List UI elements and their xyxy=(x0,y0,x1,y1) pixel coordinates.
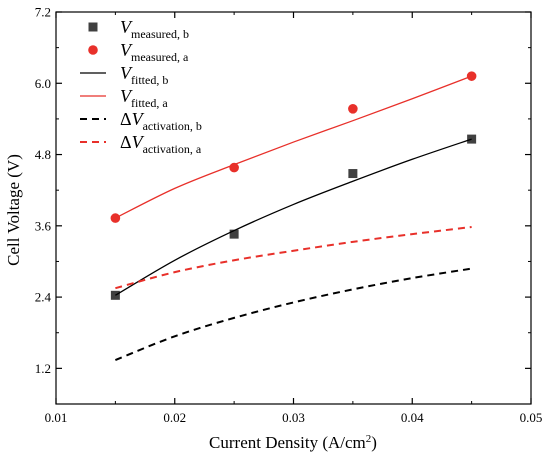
legend-label-subscript: activation, a xyxy=(143,142,202,156)
data-point-measured-b-3 xyxy=(348,169,358,179)
data-point-measured-a-3 xyxy=(348,104,358,114)
x-tick-label: 0.05 xyxy=(520,410,543,425)
plot-area xyxy=(110,71,477,361)
series-line-fitted-b xyxy=(115,138,472,296)
legend-label-subscript: measured, a xyxy=(131,50,189,64)
y-tick-label: 2.4 xyxy=(35,290,52,305)
x-axis-title-end: ) xyxy=(371,433,377,452)
axes: 0.01 0.02 0.03 0.04 0.05 1.2 2.4 3.6 4.8 6.0 7.2 xyxy=(35,5,543,426)
legend-label-main: V xyxy=(120,86,133,106)
y-tick-label: 1.2 xyxy=(35,361,51,376)
legend-marker-measured-a xyxy=(88,45,98,55)
legend-label-prefix: Δ xyxy=(120,109,132,129)
y-tick-label: 3.6 xyxy=(35,218,52,233)
legend-label-subscript: fitted, a xyxy=(131,96,168,110)
legend-label-fitted-b: Vfitted, b xyxy=(120,63,168,87)
y-axis-title: Cell Voltage (V) xyxy=(4,154,23,266)
x-axis-title-superscript: 2 xyxy=(366,433,372,445)
legend-label-fitted-a: Vfitted, a xyxy=(120,86,168,110)
legend-label-main: V xyxy=(120,40,133,60)
legend-label-main: V xyxy=(132,132,145,152)
y-tick-label: 4.8 xyxy=(35,147,51,162)
legend-label-delta-activation-a: ΔVactivation, a xyxy=(120,132,202,156)
legend-label-subscript: measured, b xyxy=(131,27,189,41)
series-line-fitted-a xyxy=(115,75,472,219)
x-tick-label: 0.02 xyxy=(163,410,186,425)
y-tick-label: 6.0 xyxy=(35,76,51,91)
legend-label-main: V xyxy=(132,109,145,129)
x-axis-title-main: Current Density (A/cm xyxy=(209,433,366,452)
legend-label-prefix: Δ xyxy=(120,132,132,152)
x-tick-label: 0.04 xyxy=(401,410,424,425)
series-line-delta-activation-a xyxy=(115,226,472,290)
x-tick-label: 0.03 xyxy=(282,410,305,425)
legend-label-measured-b: Vmeasured, b xyxy=(120,17,189,41)
legend-label-delta-activation-b: ΔVactivation, b xyxy=(120,109,202,133)
data-point-measured-a-4 xyxy=(466,71,477,81)
legend-label-measured-a: Vmeasured, a xyxy=(120,40,189,64)
legend-label-subscript: fitted, b xyxy=(131,73,168,87)
legend-label-subscript: activation, b xyxy=(143,119,202,133)
x-tick-label: 0.01 xyxy=(45,410,68,425)
legend-label-main: V xyxy=(120,63,133,83)
y-tick-label: 7.2 xyxy=(35,5,51,20)
legend-marker-measured-b xyxy=(88,22,98,32)
x-axis-title: Current Density (A/cm2) xyxy=(209,433,377,452)
data-point-measured-b-2 xyxy=(229,229,239,239)
series-line-delta-activation-b xyxy=(115,267,472,361)
legend-label-main: V xyxy=(120,17,133,37)
